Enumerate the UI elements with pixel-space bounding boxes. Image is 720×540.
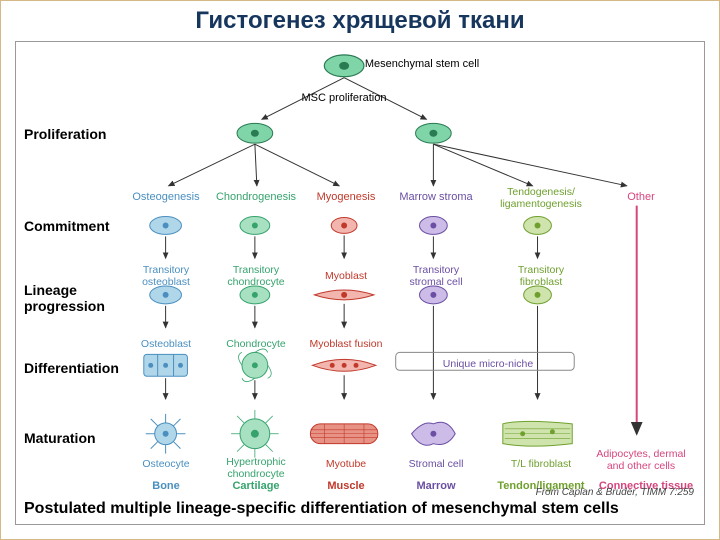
- tissue-bone: Bone: [152, 480, 180, 492]
- lin-tendo: Transitory fibroblast: [506, 264, 576, 288]
- diagram-frame: Mesenchymal stem cell MSC proliferation …: [15, 41, 705, 525]
- lin-myo: Myoblast: [325, 270, 367, 282]
- row-proliferation: Proliferation: [24, 126, 106, 142]
- row-differentiation: Differentiation: [24, 360, 119, 376]
- msc-label: Mesenchymal stem cell: [365, 58, 479, 70]
- prolif-label: MSC proliferation: [302, 92, 387, 104]
- path-myo: Myogenesis: [317, 191, 376, 203]
- tissue-cartilage: Cartilage: [232, 480, 279, 492]
- diff-chondro: Chondrocyte: [226, 338, 286, 350]
- mat-marrow: Stromal cell: [409, 458, 464, 470]
- diff-osteo: Osteoblast: [141, 338, 191, 350]
- diff-myo: Myoblast fusion: [310, 338, 383, 350]
- mat-chondro: Hypertrophic chondrocyte: [216, 456, 296, 480]
- path-chondro: Chondrogenesis: [216, 191, 296, 203]
- mat-other: Adipocytes, dermal and other cells: [596, 448, 686, 472]
- mat-osteo: Osteocyte: [142, 458, 189, 470]
- tissue-marrow: Marrow: [416, 480, 455, 492]
- lin-marrow: Transitory stromal cell: [401, 264, 471, 288]
- path-marrow: Marrow stroma: [399, 191, 472, 203]
- diff-niche: Unique micro-niche: [443, 358, 533, 370]
- credit: From Caplan & Bruder, TIMM 7:259: [536, 487, 694, 498]
- lin-chondro: Transitory chondrocyte: [221, 264, 291, 288]
- lin-osteo: Transitory osteoblast: [131, 264, 201, 288]
- path-other: Other: [627, 191, 655, 203]
- row-maturation: Maturation: [24, 430, 96, 446]
- row-lineage: Lineage progression: [24, 282, 114, 314]
- tissue-muscle: Muscle: [327, 480, 364, 492]
- slide-title: Гистогенез хрящевой ткани: [1, 1, 719, 39]
- row-commitment: Commitment: [24, 218, 110, 234]
- mat-myo: Myotube: [326, 458, 366, 470]
- caption: Postulated multiple lineage-specific dif…: [24, 500, 619, 518]
- mat-tendo: T/L fibroblast: [511, 458, 571, 470]
- path-osteo: Osteogenesis: [132, 191, 199, 203]
- path-tendo: Tendogenesis/ ligamentogenesis: [491, 186, 591, 210]
